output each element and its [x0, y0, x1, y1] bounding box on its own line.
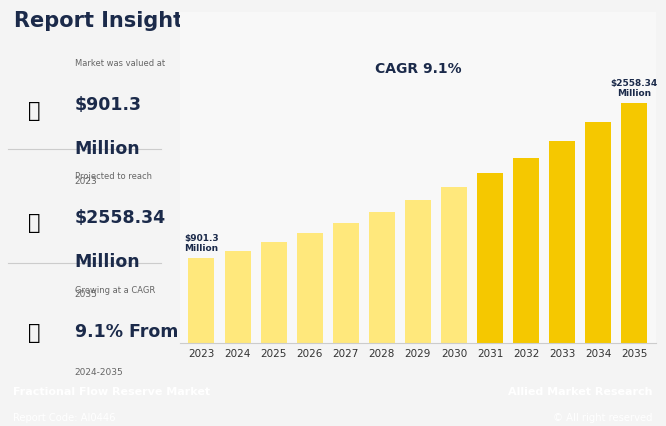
- Bar: [188, 259, 214, 343]
- Bar: [621, 104, 647, 343]
- Text: Projected to reach: Projected to reach: [75, 171, 152, 180]
- Text: $2558.34: $2558.34: [75, 208, 166, 226]
- Text: CAGR 9.1%: CAGR 9.1%: [375, 62, 462, 76]
- Text: $901.3
Million: $901.3 Million: [184, 233, 218, 253]
- Text: Report Code: AI0446: Report Code: AI0446: [13, 412, 116, 422]
- Bar: [297, 233, 323, 343]
- Text: 9.1% From: 9.1% From: [75, 322, 178, 340]
- Text: 2024-2035: 2024-2035: [75, 367, 123, 376]
- Text: Growing at a CAGR: Growing at a CAGR: [75, 285, 155, 294]
- Text: 📊: 📊: [28, 322, 40, 343]
- Text: Million: Million: [75, 140, 141, 158]
- Bar: [477, 174, 503, 343]
- Bar: [405, 201, 431, 343]
- Text: $901.3: $901.3: [75, 96, 142, 114]
- Text: Fractional Flow Reserve Market: Fractional Flow Reserve Market: [13, 386, 210, 396]
- Bar: [369, 213, 395, 343]
- Bar: [333, 224, 359, 343]
- Text: $2558.34
Million: $2558.34 Million: [611, 78, 658, 98]
- Text: Report Insights: Report Insights: [13, 11, 195, 31]
- Text: 2035: 2035: [75, 289, 98, 298]
- Text: 2023: 2023: [75, 177, 97, 186]
- Bar: [549, 141, 575, 343]
- Text: 💎: 💎: [28, 213, 40, 233]
- Text: © All right reserved: © All right reserved: [553, 412, 653, 422]
- Text: 🪙: 🪙: [28, 101, 40, 121]
- Bar: [224, 251, 250, 343]
- Text: Market was valued at: Market was valued at: [75, 59, 165, 68]
- Bar: [513, 158, 539, 343]
- Bar: [441, 188, 467, 343]
- Text: Million: Million: [75, 253, 141, 271]
- Text: Allied Market Research: Allied Market Research: [508, 386, 653, 396]
- Bar: [585, 123, 611, 343]
- Bar: [260, 243, 286, 343]
